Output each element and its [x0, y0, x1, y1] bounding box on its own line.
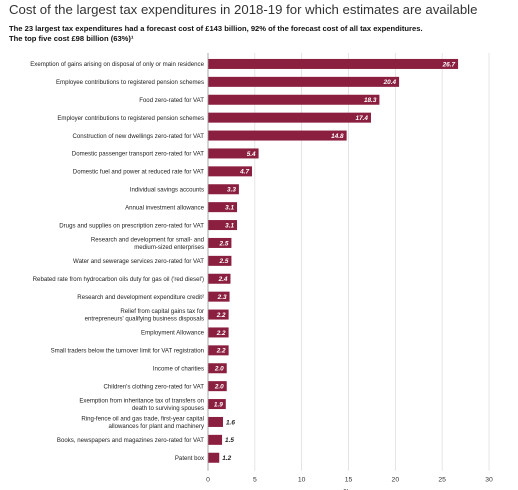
- category-label: Water and sewerage services zero-rated f…: [73, 258, 204, 265]
- data-label: 4.7: [239, 169, 249, 176]
- x-tick-label: 5: [253, 477, 257, 484]
- category-label: Construction of new dwellings zero-rated…: [72, 133, 204, 140]
- bar: [208, 399, 226, 410]
- data-label: 2.4: [218, 276, 228, 283]
- category-label: Drugs and supplies on prescription zero-…: [59, 222, 204, 229]
- category-label: Exemption from inheritance tax of transf…: [79, 398, 204, 405]
- x-tick-label: 20: [392, 477, 400, 484]
- category-label: Small traders below the turnover limit f…: [51, 348, 204, 355]
- category-label: Research and development for small- and: [91, 237, 204, 244]
- bar: [208, 434, 223, 445]
- data-label: 20.4: [383, 79, 397, 86]
- data-label: 5.4: [247, 151, 256, 158]
- bar: [208, 327, 229, 338]
- bars: [208, 58, 459, 463]
- data-label: 2.5: [219, 240, 229, 247]
- data-label: 2.3: [217, 294, 227, 301]
- category-label: Employment Allowance: [141, 330, 205, 337]
- category-label: medium-sized enterprises: [134, 244, 204, 251]
- bar: [208, 130, 347, 141]
- data-label: 2.5: [219, 258, 229, 265]
- chart-title: Cost of the largest tax expenditures in …: [9, 2, 478, 17]
- category-label: Domestic passenger transport zero-rated …: [72, 151, 204, 158]
- bar: [208, 184, 239, 195]
- bar: [208, 166, 253, 177]
- x-tick-label: 10: [298, 477, 306, 484]
- data-label: 2.0: [214, 366, 224, 373]
- category-label: Rebated rate from hydrocarbon oils duty …: [33, 276, 204, 283]
- bar: [208, 112, 371, 123]
- x-tick-label: 30: [485, 477, 493, 484]
- category-label: Individual savings accounts: [130, 186, 204, 193]
- data-label: 1.6: [226, 419, 235, 426]
- data-label: 2.0: [214, 383, 224, 390]
- data-label: 2.2: [216, 312, 226, 319]
- bar: [208, 58, 459, 69]
- x-tick-label: 0: [206, 477, 210, 484]
- category-label: Patent box: [175, 455, 204, 462]
- bar: [208, 381, 227, 392]
- category-label: Income of charities: [153, 365, 204, 372]
- category-label: Children's clothing zero-rated for VAT: [103, 383, 204, 390]
- bar: [208, 202, 238, 213]
- category-label: Annual investment allowance: [125, 204, 205, 211]
- x-tick-label: 15: [345, 477, 353, 484]
- category-label: Relief from capital gains tax for: [120, 308, 204, 315]
- category-label: Employer contributions to registered pen…: [57, 115, 204, 122]
- data-label: 3.1: [225, 204, 234, 211]
- category-label: Domestic fuel and power at reduced rate …: [73, 169, 204, 176]
- bar: [208, 309, 229, 320]
- bar: [208, 363, 227, 374]
- data-label: 2.2: [216, 348, 226, 355]
- category-label: Research and development expenditure cre…: [77, 294, 204, 301]
- category-label: Books, newspapers and magazines zero-rat…: [57, 437, 204, 444]
- category-labels: Exemption of gains arising on disposal o…: [30, 61, 205, 462]
- bar: [208, 273, 231, 284]
- bar: [208, 220, 238, 231]
- bar: [208, 452, 220, 463]
- category-label: death to surviving spouses: [132, 405, 204, 412]
- subtitle-line-2: The top five cost £98 billion (63%)¹: [9, 34, 134, 43]
- data-label: 18.3: [364, 97, 377, 104]
- subtitle-line-1: The 23 largest tax expenditures had a fo…: [9, 24, 423, 33]
- x-axis-label: £bn: [343, 489, 355, 490]
- bar: [208, 94, 380, 105]
- data-label: 26.7: [442, 61, 456, 68]
- data-label: 2.2: [216, 330, 226, 337]
- x-tick-label: 25: [438, 477, 446, 484]
- bar: [208, 345, 229, 356]
- value-labels: 26.7 20.4 18.3 17.4 14.8 5.4 4.7 3.3 3.1 3.1 2.5 2.…: [214, 61, 456, 462]
- data-label: 1.2: [222, 455, 231, 462]
- category-label: Ring-fence oil and gas trade, first-year…: [81, 416, 204, 423]
- data-label: 3.3: [227, 187, 236, 194]
- category-label: allowances for plant and machinery: [108, 423, 204, 430]
- data-label: 1.5: [225, 437, 234, 444]
- bar: [208, 255, 232, 266]
- data-label: 1.9: [214, 401, 223, 408]
- bar: [208, 76, 400, 87]
- bar: [208, 148, 259, 159]
- bar: [208, 416, 223, 427]
- data-label: 17.4: [356, 115, 369, 122]
- category-label: Exemption of gains arising on disposal o…: [30, 61, 204, 68]
- data-label: 3.1: [225, 222, 234, 229]
- chart-subtitle: The 23 largest tax expenditures had a fo…: [9, 24, 514, 44]
- bar: [208, 291, 230, 302]
- x-axis: 0 5 10 15 20 25 30 £bn: [206, 53, 493, 490]
- category-label: entrepreneurs' qualifying business dispo…: [85, 315, 204, 322]
- category-label: Food zero-rated for VAT: [139, 97, 204, 104]
- bar: [208, 237, 232, 248]
- data-label: 14.8: [331, 133, 344, 140]
- category-label: Employee contributions to registered pen…: [56, 79, 204, 86]
